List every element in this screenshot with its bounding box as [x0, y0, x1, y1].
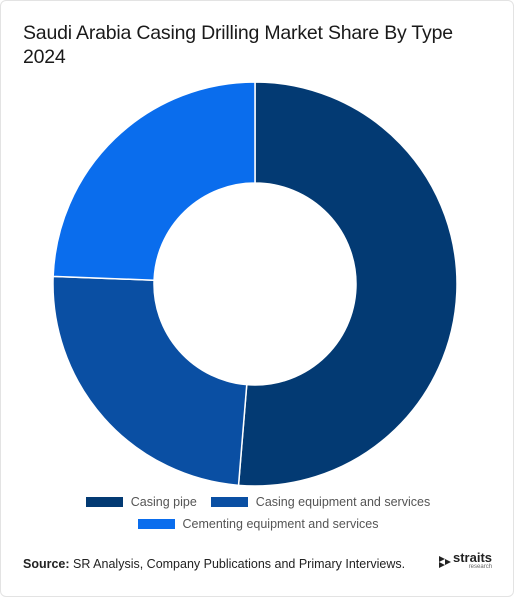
- donut-segment: [52, 81, 256, 281]
- logo-text: straits research: [453, 550, 493, 571]
- legend-row: Casing pipe Casing equipment and services: [1, 495, 514, 509]
- legend-swatch: [137, 519, 175, 529]
- legend-item: Casing equipment and services: [210, 495, 431, 509]
- legend-item: Cementing equipment and services: [137, 517, 379, 531]
- donut-chart: [52, 81, 458, 487]
- legend-swatch: [210, 497, 248, 507]
- logo-tagline: research: [468, 564, 493, 570]
- chart-title: Saudi Arabia Casing Drilling Market Shar…: [23, 22, 453, 68]
- donut-segment: [237, 81, 458, 487]
- logo: straits research: [437, 550, 493, 571]
- source: Source: SR Analysis, Company Publication…: [23, 557, 405, 571]
- source-text: SR Analysis, Company Publications and Pr…: [73, 557, 406, 571]
- donut-segment: [52, 275, 248, 487]
- legend-label: Cementing equipment and services: [182, 517, 379, 531]
- legend-item: Casing pipe: [85, 495, 197, 509]
- source-label: Source:: [23, 557, 70, 571]
- legend-label: Casing equipment and services: [255, 495, 431, 509]
- legend-swatch: [85, 497, 123, 507]
- legend-label: Casing pipe: [130, 495, 197, 509]
- logo-name: straits: [453, 550, 493, 565]
- legend-row: Cementing equipment and services: [1, 517, 514, 531]
- logo-icon: [439, 555, 451, 568]
